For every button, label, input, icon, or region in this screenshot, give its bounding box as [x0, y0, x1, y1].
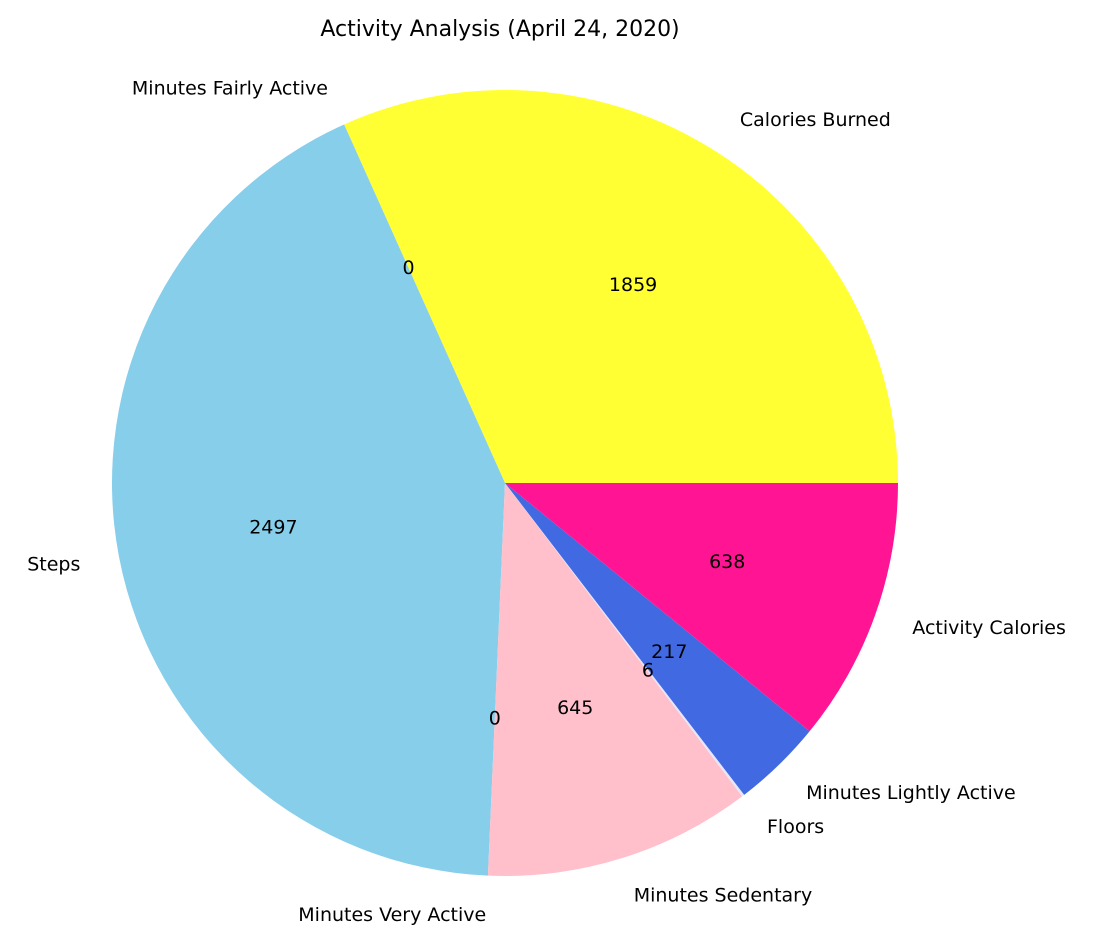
- slice-label-activity-calories: Activity Calories: [912, 617, 1066, 639]
- pie-slice-minutes-sedentary: [487, 483, 743, 876]
- slice-value-calories-burned: 1859: [609, 274, 657, 296]
- pie-labels: Calories Burned 1859 Minutes Fairly Active…: [27, 78, 1066, 926]
- slice-label-minutes-very-active: Minutes Very Active: [298, 904, 486, 926]
- slice-value-steps: 2497: [249, 516, 297, 538]
- slice-value-floors: 6: [642, 660, 654, 682]
- slice-value-minutes-lightly-active: 217: [651, 641, 687, 663]
- pie-slices: [111, 89, 898, 876]
- chart-title: Activity Analysis (April 24, 2020): [320, 17, 679, 42]
- slice-label-minutes-fairly-active: Minutes Fairly Active: [132, 78, 328, 100]
- pie-slice-calories-burned: [344, 89, 898, 483]
- slice-label-calories-burned: Calories Burned: [740, 109, 891, 131]
- slice-value-minutes-sedentary: 645: [557, 697, 593, 719]
- slice-value-minutes-very-active: 0: [489, 708, 501, 730]
- pie-slice-minutes-lightly-active: [505, 483, 810, 795]
- slice-label-steps: Steps: [27, 553, 80, 575]
- slice-label-floors: Floors: [767, 816, 824, 838]
- pie-slice-steps: [111, 124, 505, 876]
- slice-value-activity-calories: 638: [709, 551, 745, 573]
- slice-label-minutes-lightly-active: Minutes Lightly Active: [806, 782, 1016, 804]
- pie-slice-floors: [505, 483, 745, 797]
- pie-slice-activity-calories: [505, 483, 898, 732]
- slice-label-minutes-sedentary: Minutes Sedentary: [634, 885, 813, 907]
- slice-value-minutes-fairly-active: 0: [402, 257, 414, 279]
